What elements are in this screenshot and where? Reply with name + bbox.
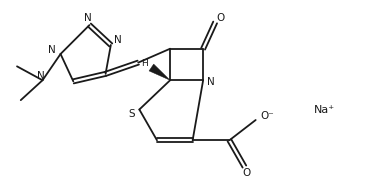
Text: N: N xyxy=(37,71,45,81)
Text: Na⁺: Na⁺ xyxy=(314,105,335,115)
Text: N: N xyxy=(84,13,91,22)
Text: O⁻: O⁻ xyxy=(261,111,275,121)
Text: N: N xyxy=(49,45,56,55)
Text: N: N xyxy=(207,77,215,87)
Text: H: H xyxy=(141,59,148,68)
Text: S: S xyxy=(128,109,135,119)
Polygon shape xyxy=(149,64,170,80)
Text: N: N xyxy=(114,36,122,46)
Text: O: O xyxy=(217,13,225,23)
Text: O: O xyxy=(242,168,250,178)
